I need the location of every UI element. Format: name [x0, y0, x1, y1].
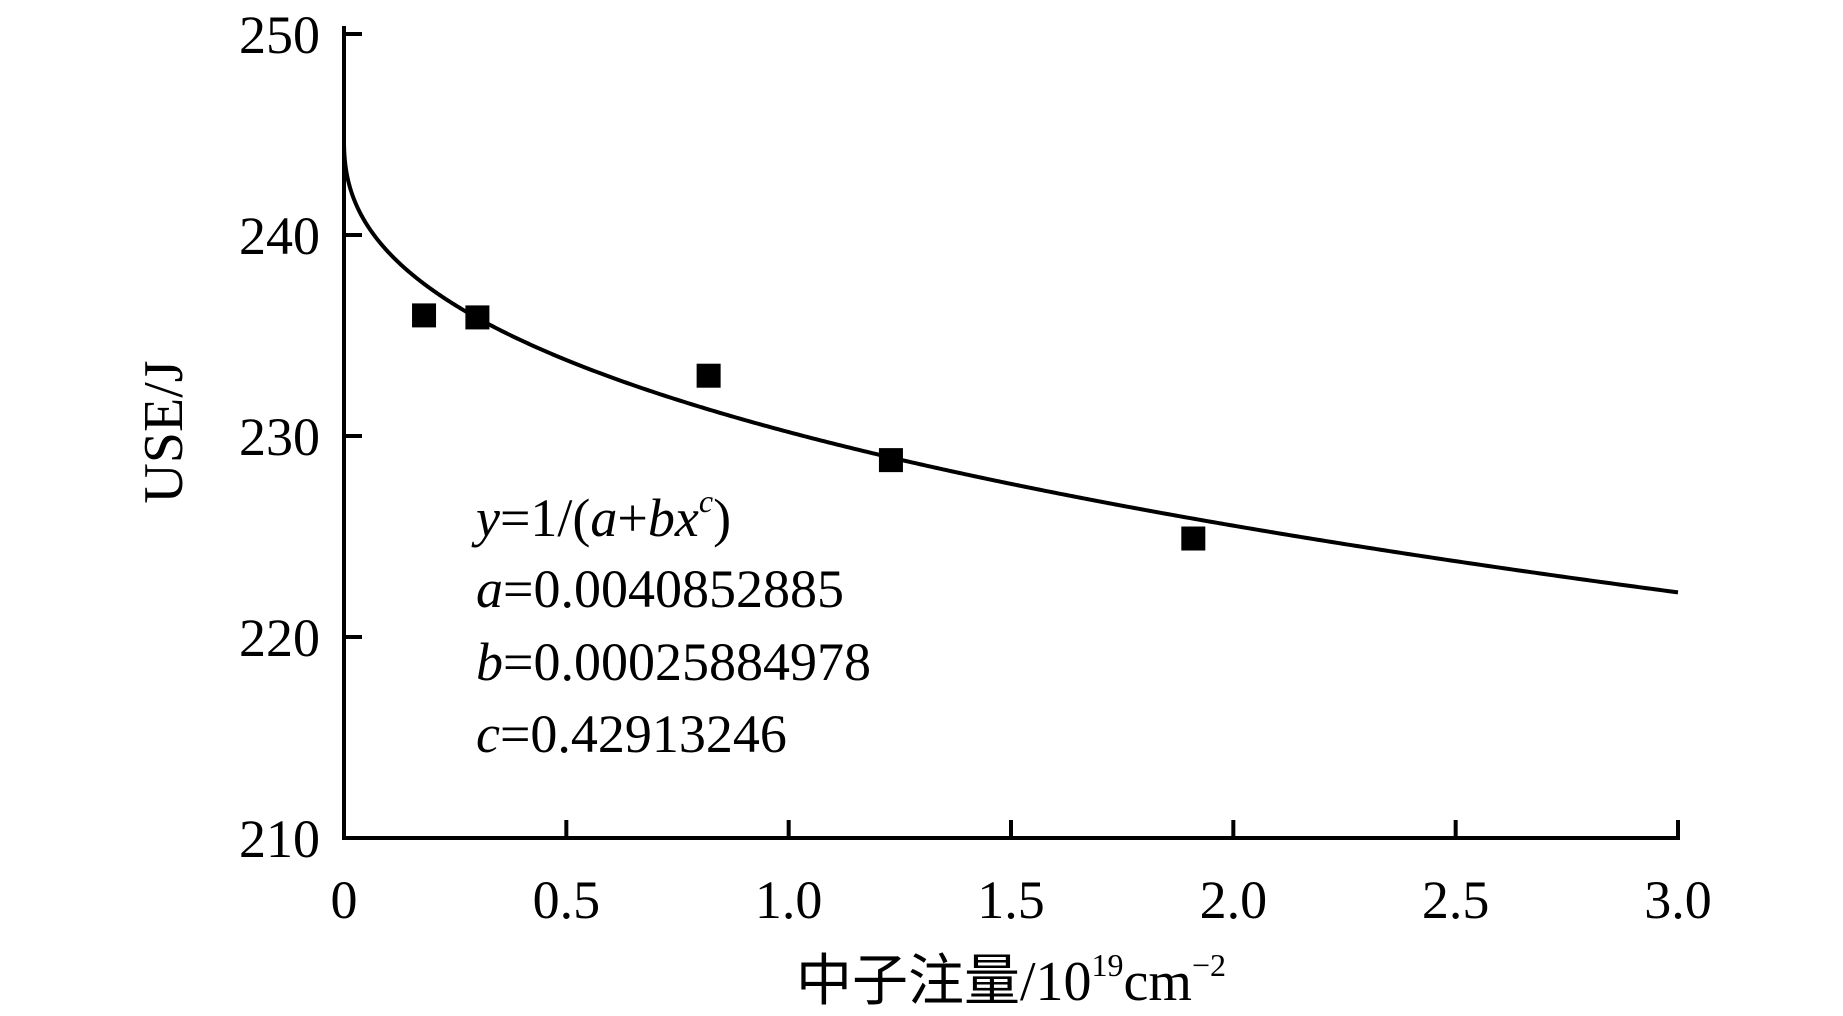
x-tick-label: 0: [331, 870, 358, 930]
x-tick-label: 0.5: [533, 870, 601, 930]
data-point: [696, 363, 721, 388]
x-tick-label: 3.0: [1644, 870, 1712, 930]
x-axis-label: 中子注量/1019cm−2: [796, 947, 1226, 1013]
y-tick-label: 240: [239, 206, 320, 266]
x-tick-label: 1.0: [755, 870, 823, 930]
y-axis-label: USE/J: [133, 360, 195, 503]
x-ticks: 0 0.5 1.0 1.5 2.0 2.5 3.0: [331, 820, 1712, 930]
fit-curve: [342, 138, 1679, 595]
x-axis-label-exp: 19: [1092, 947, 1124, 983]
data-point: [878, 448, 903, 473]
data-point: [1181, 526, 1206, 551]
x-tick-label: 2.5: [1422, 870, 1490, 930]
x-tick-label: 2.0: [1200, 870, 1268, 930]
x-tick-label: 1.5: [977, 870, 1045, 930]
annotation-b: b=0.00025884978: [476, 632, 871, 692]
x-axis-label-main: 中子注量/10: [796, 951, 1092, 1013]
annotation-a: a=0.0040852885: [476, 559, 844, 619]
y-tick-label: 210: [239, 809, 320, 869]
data-point: [465, 305, 490, 330]
annotation-c: c=0.42913246: [476, 704, 787, 764]
x-axis-label-unit-exp: −2: [1192, 947, 1226, 983]
annotation-formula: y=1/(a+bxc): [471, 483, 731, 548]
x-axis-label-unit: cm: [1124, 951, 1192, 1013]
y-tick-label: 230: [239, 407, 320, 467]
y-tick-label: 250: [239, 5, 320, 65]
fit-annotation: y=1/(a+bxc) a=0.0040852885 b=0.000258849…: [471, 483, 871, 764]
y-ticks: 210 220 230 240 250: [239, 5, 362, 869]
data-points: [412, 303, 1206, 551]
y-tick-label: 220: [239, 608, 320, 668]
data-point: [412, 303, 437, 328]
